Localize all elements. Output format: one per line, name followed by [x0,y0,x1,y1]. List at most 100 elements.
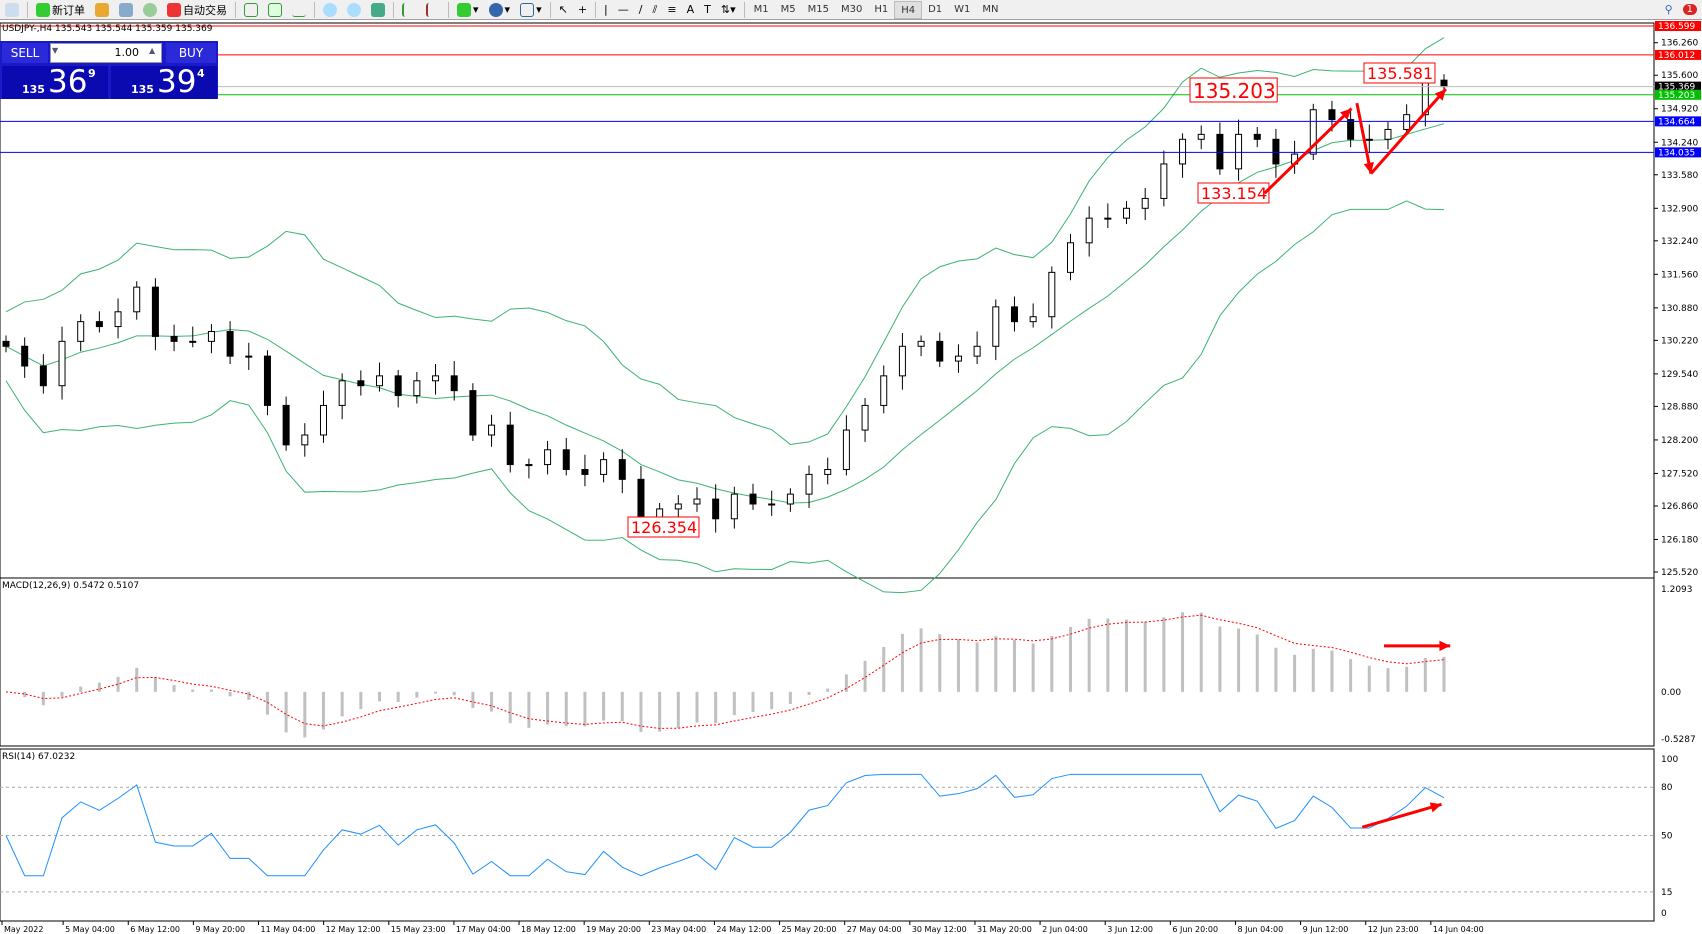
zoom-in-icon[interactable] [318,1,342,19]
timeframe-mn[interactable]: MN [982,3,999,15]
lot-increase-button[interactable]: ▲ [149,46,156,55]
candle-body [1216,133,1224,170]
periods-icon[interactable]: ▾ [484,1,516,19]
timeframe-m15[interactable]: M15 [807,3,829,15]
signal-icon[interactable] [138,1,162,19]
arrows-icon[interactable]: ⇅▾ [720,3,736,16]
candle-body [786,493,794,505]
time-axis-label: 3 Jun 12:00 [1107,925,1153,934]
main-pane-frame [0,22,1655,579]
price-annotation: 135.203 [1193,79,1276,103]
candle-body [992,306,1000,347]
price-axis-label: 134.240 [1661,138,1698,148]
candle-body [768,503,776,506]
time-axis-label: 27 May 04:00 [847,925,902,934]
timeframe-m1[interactable]: M1 [753,3,769,15]
sell-price[interactable]: 135 36 9 [2,64,108,100]
notifications-icon[interactable]: 1 [1678,1,1702,19]
candle-body [301,434,309,446]
rsi-axis-label: 100 [1661,755,1678,765]
price-annotation: 135.581 [1367,64,1433,83]
candle-body [898,345,906,377]
price-annotation-box [1189,77,1278,103]
candle-body [1347,119,1355,140]
timeframe-m5[interactable]: M5 [780,3,796,15]
horizontal-line-icon[interactable]: — [617,3,629,16]
price-axis-label: 132.900 [1661,204,1698,214]
price-axis-label: 130.880 [1661,304,1698,314]
price-axis-label: 132.240 [1661,237,1698,247]
candle-body [805,473,813,495]
timeframe-m30[interactable]: M30 [840,3,863,15]
lot-decrease-button[interactable]: ▼ [52,46,59,55]
timeframe-h1[interactable]: H1 [874,3,889,15]
candle-body [1029,316,1037,323]
candle-body [1123,207,1131,219]
price-axis-label: 127.520 [1661,469,1698,479]
text-icon[interactable]: A [686,3,695,16]
candle-body [1010,306,1018,323]
timeframe-d1[interactable]: D1 [928,3,943,15]
candle-body [338,380,346,406]
price-line-label: 135.369 [1658,83,1695,93]
new-order-button[interactable]: 新订单 [31,1,90,19]
tile-windows-icon[interactable] [366,1,390,19]
trendline-icon[interactable]: / [638,3,643,16]
candle-body [861,404,869,431]
zoom-icon[interactable] [0,1,24,19]
price-line-label: 136.012 [1658,51,1695,61]
candle-body [413,380,421,397]
buy-button[interactable]: BUY [166,43,216,63]
lot-size-input[interactable]: 1.00 [50,43,162,63]
text-label-icon[interactable]: T [704,3,711,16]
candle-body [1048,271,1056,318]
crosshair-icon[interactable]: + [577,3,588,16]
candle-body [151,286,159,337]
fibonacci-icon[interactable]: ≡ [667,3,677,16]
time-axis-label: 9 May 20:00 [195,925,245,934]
time-axis-label: 18 May 12:00 [521,925,576,934]
candle-body [432,375,440,382]
cursor-icon[interactable]: ↖ [558,3,568,16]
bollinger-middle [5,123,1445,504]
candle-body [450,375,458,392]
sell-button[interactable]: SELL [2,43,48,63]
price-line-label-bg [1655,147,1701,158]
candle-body [1179,138,1187,165]
rsi-axis-label: 50 [1661,832,1673,842]
indicators-icon[interactable]: ▾ [452,1,484,19]
buy-price[interactable]: 135 39 4 [111,64,217,100]
rsi-arrow-head [1429,802,1442,813]
line-chart-icon[interactable] [287,1,311,19]
timeframe-w1[interactable]: W1 [954,3,971,15]
zoom-out-icon[interactable] [342,1,366,19]
chart-shift-icon[interactable] [421,1,445,19]
candle-body [506,424,514,466]
time-axis-label: 31 May 20:00 [977,925,1032,934]
chart-area[interactable]: 136.260 135.600 134.920 134.240 133.580 132.9… [0,20,1702,934]
price-axis-label: 133.580 [1661,171,1698,181]
candle-body [1384,128,1392,140]
search-icon[interactable]: ⚲ [1664,3,1673,16]
time-axis-label: 12 Jun 23:00 [1368,925,1419,934]
autoscroll-icon[interactable] [397,1,421,19]
price-line-label-bg [1655,49,1701,60]
vertical-line-icon[interactable]: | [604,3,608,16]
macd-axis-label: -0.5287 [1661,735,1696,745]
equidistant-channel-icon[interactable]: ⫽ [652,2,658,16]
macd-axis-label: 0.00 [1661,688,1681,698]
timeframe-h4[interactable]: H4 [894,0,923,19]
time-axis-label: 17 May 04:00 [456,925,511,934]
auto-trading-button[interactable]: 自动交易 [162,1,232,19]
symbol-info: USDJPY-,H4 135.543 135.544 135.359 135.3… [2,24,213,34]
history-icon[interactable] [90,1,114,19]
time-axis-label: 11 May 04:00 [261,925,316,934]
templates-icon[interactable]: ▾ [515,1,547,19]
bar-chart-icon[interactable] [239,1,263,19]
time-axis-label: 9 Jun 12:00 [1303,925,1349,934]
candle-body [1197,133,1205,140]
candle-chart-icon[interactable] [263,1,287,19]
macd-axis-label: 1.2093 [1661,585,1693,595]
terminal-icon[interactable] [114,1,138,19]
trend-arrow-head [1363,162,1374,174]
